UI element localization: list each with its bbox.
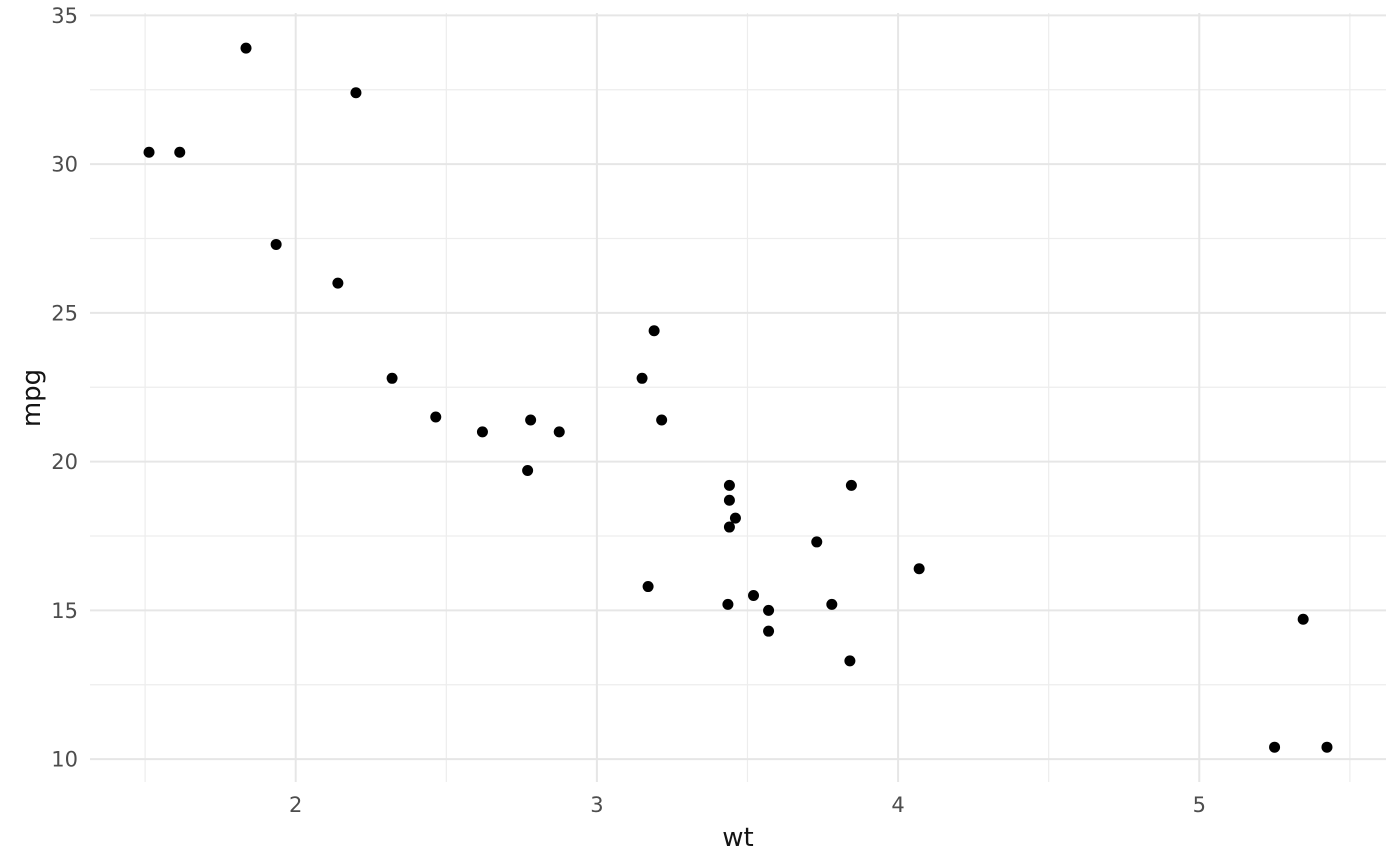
data-point bbox=[174, 146, 186, 158]
y-tick-label: 10 bbox=[51, 748, 78, 772]
data-point bbox=[723, 494, 735, 506]
data-point bbox=[386, 372, 398, 384]
gridlines-major bbox=[90, 13, 1386, 782]
data-point bbox=[430, 411, 442, 423]
data-point bbox=[642, 581, 654, 593]
data-point bbox=[1321, 741, 1333, 753]
data-point bbox=[332, 277, 344, 289]
axis-tick-labels: 2 3 4 5 10 15 20 25 30 35 bbox=[51, 4, 1206, 817]
data-point bbox=[1297, 613, 1309, 625]
data-point bbox=[476, 426, 488, 438]
data-point bbox=[1269, 741, 1281, 753]
points-layer bbox=[143, 42, 1333, 753]
x-tick-label: 4 bbox=[891, 793, 904, 817]
data-point bbox=[845, 479, 857, 491]
data-point bbox=[722, 598, 734, 610]
data-point bbox=[636, 372, 648, 384]
data-point bbox=[143, 146, 155, 158]
data-point bbox=[723, 479, 735, 491]
gridlines-minor bbox=[90, 13, 1386, 782]
data-point bbox=[350, 87, 362, 99]
data-point bbox=[656, 414, 668, 426]
y-tick-label: 15 bbox=[51, 599, 78, 623]
x-tick-label: 5 bbox=[1193, 793, 1206, 817]
data-point bbox=[525, 414, 537, 426]
data-point bbox=[729, 512, 741, 524]
data-point bbox=[763, 625, 775, 637]
x-tick-label: 2 bbox=[289, 793, 302, 817]
x-axis-title: wt bbox=[722, 823, 753, 853]
data-point bbox=[763, 604, 775, 616]
y-tick-label: 20 bbox=[51, 450, 78, 474]
data-point bbox=[826, 598, 838, 610]
y-tick-label: 25 bbox=[51, 301, 78, 325]
y-tick-label: 35 bbox=[51, 4, 78, 28]
data-point bbox=[553, 426, 565, 438]
data-point bbox=[522, 465, 534, 477]
data-point bbox=[648, 325, 660, 337]
data-point bbox=[270, 238, 282, 250]
data-point bbox=[844, 655, 856, 667]
y-tick-label: 30 bbox=[51, 153, 78, 177]
x-tick-label: 3 bbox=[590, 793, 603, 817]
data-point bbox=[723, 521, 735, 533]
data-point bbox=[913, 563, 925, 575]
data-point bbox=[748, 589, 760, 601]
y-axis-title: mpg bbox=[17, 369, 47, 427]
data-point bbox=[811, 536, 823, 548]
data-point bbox=[240, 42, 252, 54]
